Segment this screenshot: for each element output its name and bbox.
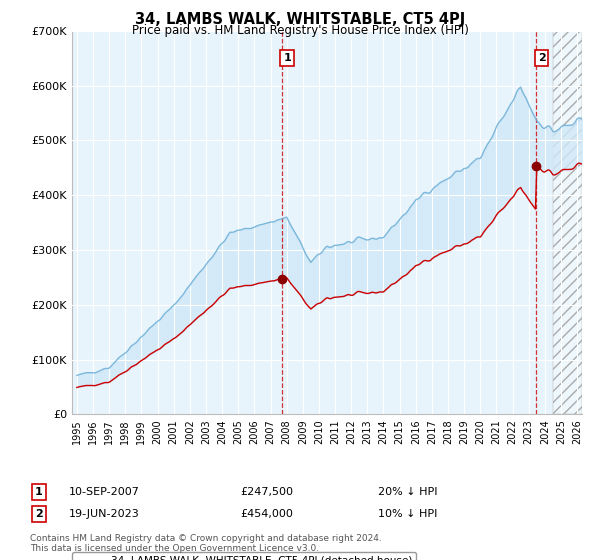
Legend: 34, LAMBS WALK, WHITSTABLE, CT5 4PJ (detached house), HPI: Average price, detach: 34, LAMBS WALK, WHITSTABLE, CT5 4PJ (det…	[72, 552, 416, 560]
Text: 2: 2	[538, 53, 545, 63]
Text: 10% ↓ HPI: 10% ↓ HPI	[378, 509, 437, 519]
Text: £454,000: £454,000	[240, 509, 293, 519]
Text: 20% ↓ HPI: 20% ↓ HPI	[378, 487, 437, 497]
Text: 34, LAMBS WALK, WHITSTABLE, CT5 4PJ: 34, LAMBS WALK, WHITSTABLE, CT5 4PJ	[135, 12, 465, 27]
Text: Contains HM Land Registry data © Crown copyright and database right 2024.: Contains HM Land Registry data © Crown c…	[30, 534, 382, 543]
Text: This data is licensed under the Open Government Licence v3.0.: This data is licensed under the Open Gov…	[30, 544, 319, 553]
Text: 2: 2	[35, 509, 43, 519]
Text: 10-SEP-2007: 10-SEP-2007	[69, 487, 140, 497]
Text: £247,500: £247,500	[240, 487, 293, 497]
Text: 1: 1	[35, 487, 43, 497]
Text: Price paid vs. HM Land Registry's House Price Index (HPI): Price paid vs. HM Land Registry's House …	[131, 24, 469, 36]
Text: 19-JUN-2023: 19-JUN-2023	[69, 509, 140, 519]
Text: 1: 1	[283, 53, 291, 63]
Bar	[553, 31, 582, 414]
Bar	[553, 31, 582, 414]
